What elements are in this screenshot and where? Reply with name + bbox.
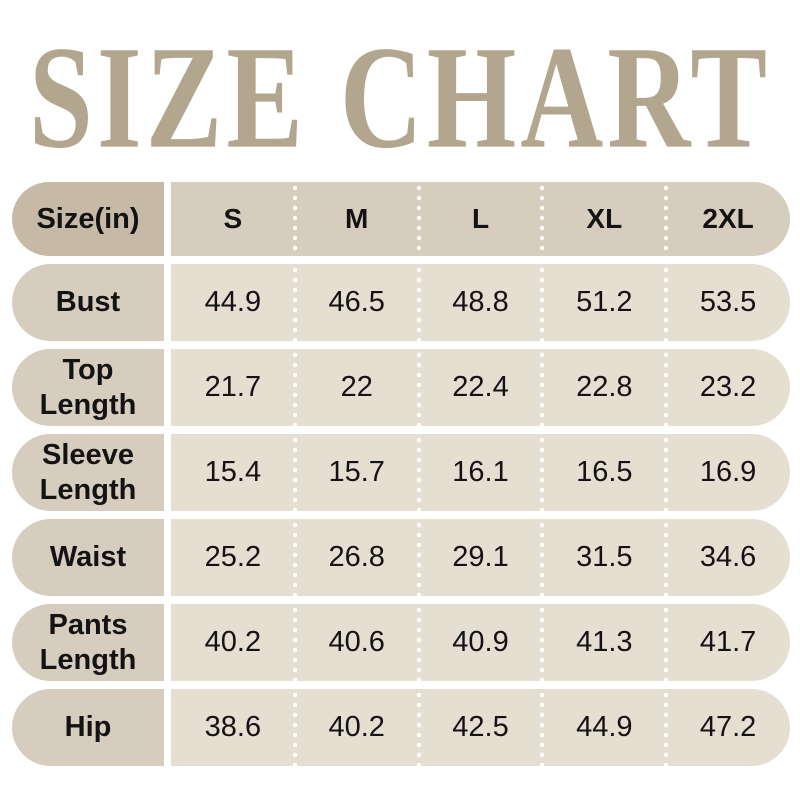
value-cell: 48.8 [416,264,543,341]
value-cell: 40.9 [416,604,543,681]
value-cell: 26.8 [292,519,419,596]
row-label: Bust [12,264,164,341]
value-cell: 40.6 [292,604,419,681]
value-cell: 16.5 [540,434,666,511]
table-header-row: Size(in) S M L XL 2XL [12,182,790,256]
value-cell: 51.2 [540,264,666,341]
value-cell: 53.5 [664,264,790,341]
title-area: SIZE CHART [0,0,800,179]
row-band: 21.7 22 22.4 22.8 23.2 [171,349,790,426]
value-cell: 40.2 [204,626,262,658]
row-band: 40.2 40.6 40.9 41.3 41.7 [171,604,790,681]
table-row-waist: Waist 25.2 26.8 29.1 31.5 34.6 [12,519,790,596]
value-cell: 15.7 [292,434,419,511]
row-label: Waist [12,519,164,596]
value-cell: 22.4 [416,349,543,426]
size-table: Size(in) S M L XL 2XL Bust 44.9 46.5 48.… [12,182,790,766]
value-cell: 46.5 [292,264,419,341]
row-band: 44.9 46.5 48.8 51.2 53.5 [171,264,790,341]
value-cell: 23.2 [664,349,790,426]
value-cell: 42.5 [416,689,543,766]
value-cell: 44.9 [204,286,262,318]
value-cell: 38.6 [204,711,262,743]
page-title: SIZE CHART [28,16,772,179]
value-cell: 16.9 [664,434,790,511]
column-header-xl: XL [540,182,666,256]
row-label: Top Length [12,349,164,426]
corner-header-cell: Size(in) [12,182,164,256]
value-cell: 44.9 [540,689,666,766]
column-header-m: M [292,182,419,256]
row-band: 25.2 26.8 29.1 31.5 34.6 [171,519,790,596]
value-cell: 47.2 [664,689,790,766]
value-cell: 15.4 [204,456,262,488]
value-cell: 34.6 [664,519,790,596]
row-label: Hip [12,689,164,766]
table-row-bust: Bust 44.9 46.5 48.8 51.2 53.5 [12,264,790,341]
column-header-l: L [416,182,543,256]
value-cell: 29.1 [416,519,543,596]
value-cell: 41.7 [664,604,790,681]
table-row-sleeve-length: Sleeve Length 15.4 15.7 16.1 16.5 16.9 [12,434,790,511]
row-label: Sleeve Length [12,434,164,511]
row-label: Pants Length [12,604,164,681]
column-header-2xl: 2XL [664,182,790,256]
table-row-top-length: Top Length 21.7 22 22.4 22.8 23.2 [12,349,790,426]
row-band: 15.4 15.7 16.1 16.5 16.9 [171,434,790,511]
value-cell: 25.2 [204,541,262,573]
value-cell: 21.7 [204,371,262,403]
column-header-s: S [223,203,243,234]
table-row-pants-length: Pants Length 40.2 40.6 40.9 41.3 41.7 [12,604,790,681]
header-band: S M L XL 2XL [171,182,790,256]
value-cell: 16.1 [416,434,543,511]
table-row-hip: Hip 38.6 40.2 42.5 44.9 47.2 [12,689,790,766]
value-cell: 22 [292,349,419,426]
value-cell: 31.5 [540,519,666,596]
row-band: 38.6 40.2 42.5 44.9 47.2 [171,689,790,766]
value-cell: 41.3 [540,604,666,681]
value-cell: 40.2 [292,689,419,766]
value-cell: 22.8 [540,349,666,426]
